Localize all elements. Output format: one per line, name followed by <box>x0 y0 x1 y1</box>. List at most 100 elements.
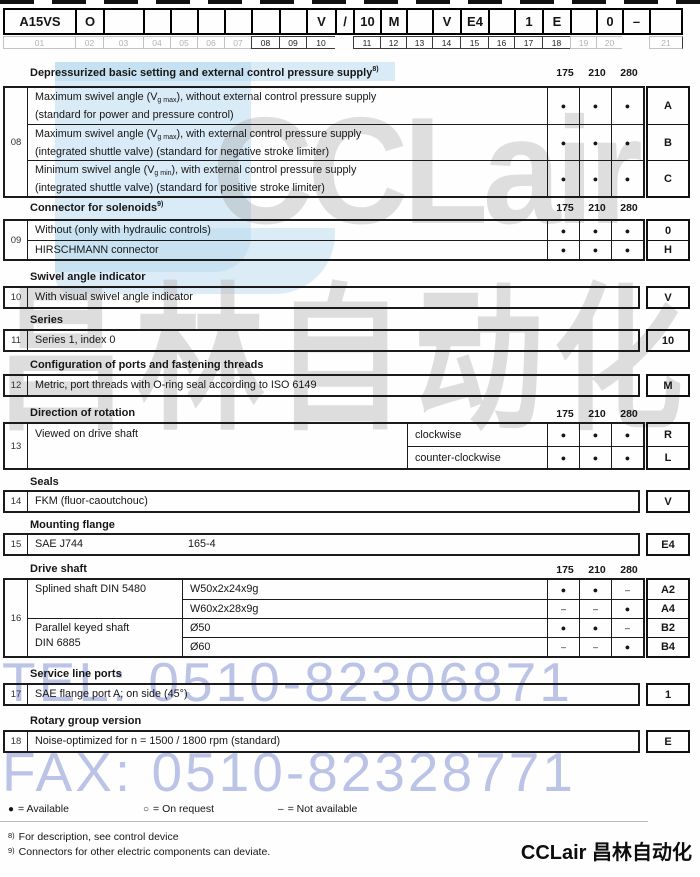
code-cell: 03 <box>103 8 143 49</box>
code-box: V <box>646 490 690 513</box>
code-cell-number: 04 <box>143 36 170 49</box>
availability-dot: – <box>611 618 643 637</box>
code-box: B4 <box>648 637 688 656</box>
code-cell-number: 15 <box>460 36 488 49</box>
option-label: With visual swivel angle indicator <box>27 288 638 307</box>
code-cell-number: 01 <box>3 36 75 49</box>
option-label: SAE flange port A; on side (45°) <box>27 685 638 704</box>
code-cell: 1 17 <box>514 8 542 49</box>
code-cell-number: 02 <box>75 36 103 49</box>
code-cell-value <box>224 8 251 35</box>
availability-dot: ● <box>611 88 643 124</box>
availability-dot: ● <box>579 240 611 259</box>
code-cell-number: 03 <box>103 36 143 49</box>
code-cell: / <box>335 8 353 49</box>
availability-dot: ● <box>547 618 579 637</box>
code-cell-number: 05 <box>170 36 197 49</box>
footnote-8: 8) For description, see control device <box>8 831 179 843</box>
availability-dot: ● <box>611 599 643 618</box>
code-cell-value <box>143 8 170 35</box>
code-cell-value <box>197 8 224 35</box>
row-number: 14 <box>10 496 22 507</box>
code-cell-value: 0 <box>596 8 622 35</box>
row-number: 15 <box>10 539 22 550</box>
code-cell-value: V <box>306 8 335 35</box>
availability-dot: – <box>579 599 611 618</box>
code-cell: 19 <box>570 8 596 49</box>
section-title: Swivel angle indicator <box>30 271 146 283</box>
code-cell: 09 <box>279 8 306 49</box>
code-cell-number: 17 <box>514 36 542 49</box>
code-cell-number: 06 <box>197 36 224 49</box>
size-column-headers: 175 210 280 <box>556 408 638 420</box>
code-cell-number: 11 <box>353 36 380 49</box>
availability-dot: ● <box>611 637 643 656</box>
section-title: Rotary group version <box>30 715 142 727</box>
legend-available: ● = Available <box>8 803 69 815</box>
flange-size: 165-4 <box>188 538 216 550</box>
availability-dot: ● <box>611 221 643 240</box>
code-box: A4 <box>648 599 688 618</box>
code-box: C <box>648 160 688 196</box>
code-cell-value: 10 <box>353 8 380 35</box>
legend-on-request: ○ = On request <box>143 803 215 815</box>
section-title: Direction of rotation <box>30 407 136 419</box>
code-cell-value <box>279 8 306 35</box>
table-08: 08 Maximum swivel angle (Vg max), withou… <box>3 86 645 198</box>
section-title: Seals <box>30 476 59 488</box>
shaft-spec: Ø60 <box>182 637 547 656</box>
code-cell-value <box>103 8 143 35</box>
availability-dot: ● <box>547 221 579 240</box>
code-box: R <box>664 429 672 441</box>
code-column: A2 A4 B2 B4 <box>646 578 690 658</box>
code-cell-number: 13 <box>406 36 432 49</box>
availability-dot: ● <box>547 240 579 259</box>
code-box: M <box>646 374 690 397</box>
table-09: 09 Without (only with hydraulic controls… <box>3 219 645 261</box>
table-13: 13 Viewed on drive shaft clockwise ● ● ●… <box>3 422 645 470</box>
dash-icon: – <box>278 803 284 815</box>
code-cell-value: E <box>542 8 570 35</box>
availability-dot: – <box>579 637 611 656</box>
availability-dot: ● <box>547 88 579 124</box>
code-cell-value: E4 <box>460 8 488 35</box>
option-label: Maximum swivel angle (Vg max), with exte… <box>27 124 547 160</box>
code-cell: 0 20 <box>596 8 622 49</box>
legend-not-available: – = Not available <box>278 803 358 815</box>
code-cell-number: 08 <box>251 36 279 49</box>
code-box: 1 <box>646 683 690 706</box>
row-number: 10 <box>10 292 22 303</box>
row-number: 09 <box>10 234 22 246</box>
availability-dot: ● <box>611 160 643 196</box>
code-cell-value <box>570 8 596 35</box>
option-label: HIRSCHMANN connector <box>27 240 547 259</box>
availability-dot: ● <box>547 446 579 468</box>
option-label: Maximum swivel angle (Vg max), without e… <box>27 88 547 124</box>
code-cell-value: M <box>380 8 406 35</box>
availability-dot: ● <box>579 424 611 446</box>
code-cell-number: 07 <box>224 36 251 49</box>
code-cell-number: 16 <box>488 36 514 49</box>
row-number: 17 <box>10 689 22 700</box>
code-cell-number: 12 <box>380 36 406 49</box>
footnote-9: 9) Connectors for other electric componen… <box>8 846 271 858</box>
availability-dot: ● <box>579 221 611 240</box>
code-cell: V 14 <box>432 8 460 49</box>
option-label: Series 1, index 0 <box>27 331 638 350</box>
code-cell-value <box>406 8 432 35</box>
code-cell-number: 09 <box>279 36 306 49</box>
code-cell-value: O <box>75 8 103 35</box>
availability-dot: ● <box>579 88 611 124</box>
code-cell-number: 18 <box>542 36 570 49</box>
code-box: E <box>646 730 690 753</box>
table-11: 11 Series 1, index 0 <box>3 329 640 352</box>
shaft-type: Splined shaft DIN 5480 <box>27 580 182 618</box>
table-14: 14 FKM (fluor-caoutchouc) <box>3 490 640 513</box>
option-label: Without (only with hydraulic controls) <box>27 221 547 240</box>
code-cell-number: 10 <box>306 36 335 49</box>
availability-dot: – <box>547 637 579 656</box>
section-title: Depressurized basic setting and external… <box>30 66 379 79</box>
table-12: 12 Metric, port threads with O-ring seal… <box>3 374 640 397</box>
availability-dot: ● <box>579 618 611 637</box>
